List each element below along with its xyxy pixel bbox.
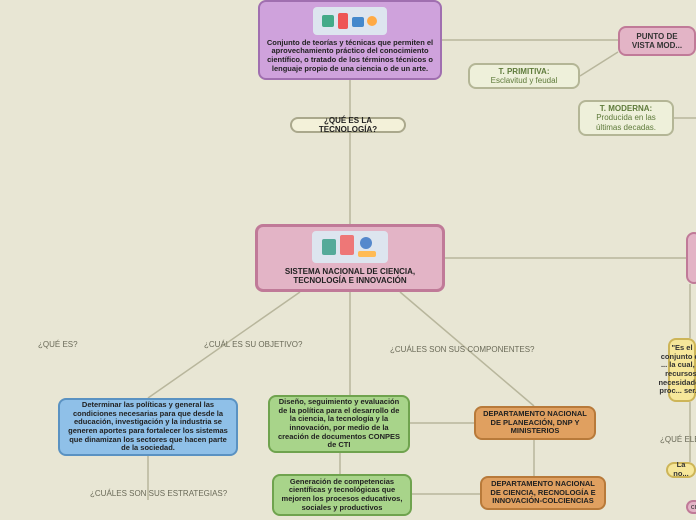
edge-label-estrategias: ¿CUÁLES SON SUS ESTRATEGIAS? [90, 489, 227, 498]
node-que-es-tecnologia[interactable]: ¿QUÉ ES LA TECNOLOGÍA? [290, 117, 406, 133]
node-objetivo-1[interactable]: Diseño, seguimiento y evaluación de la p… [268, 395, 410, 453]
node-departamento-ciencia[interactable]: DEPARTAMENTO NACIONAL DE CIENCIA, RECNOL… [480, 476, 606, 510]
edge-label-objetivo: ¿CUÁL ES SU OBJETIVO? [204, 340, 302, 349]
node-right-yellow-quote[interactable]: "Es el conjunto de ... la cual, ... recu… [668, 338, 696, 402]
node-right-partial[interactable] [686, 232, 696, 284]
illustration-tecnologia [313, 7, 387, 35]
node-tecnologia-definition[interactable]: Conjunto de teorías y técnicas que permi… [258, 0, 442, 80]
node-punto-de-vista[interactable]: PUNTO DE VISTA MOD... [618, 26, 696, 56]
node-text: PUNTO DE VISTA MOD... [626, 32, 688, 50]
node-text: ¿QUÉ ES LA TECNOLOGÍA? [298, 116, 398, 134]
node-cr-partial[interactable]: cr [686, 500, 696, 514]
node-line-a: T. PRIMITIVA: [499, 67, 550, 76]
node-text: SISTEMA NACIONAL DE CIENCIA, TECNOLOGÍA … [264, 267, 436, 285]
node-t-primitiva[interactable]: T. PRIMITIVA: Esclavitud y feudal [468, 63, 580, 89]
node-t-moderna[interactable]: T. MODERNA: Producida en las últimas dec… [578, 100, 674, 136]
node-line-b: Esclavitud y feudal [491, 76, 558, 85]
node-text: DEPARTAMENTO NACIONAL DE PLANEACIÓN, DNP… [482, 410, 588, 436]
node-departamento-planeacion[interactable]: DEPARTAMENTO NACIONAL DE PLANEACIÓN, DNP… [474, 406, 596, 440]
node-text: DEPARTAMENTO NACIONAL DE CIENCIA, RECNOL… [488, 480, 598, 506]
node-text: La no... [673, 461, 688, 478]
illustration-central [312, 231, 388, 263]
node-central-sistema[interactable]: SISTEMA NACIONAL DE CIENCIA, TECNOLOGÍA … [255, 224, 445, 292]
edge-label-componentes: ¿CUÁLES SON SUS COMPONENTES? [390, 345, 534, 354]
edge-label-que-ele: ¿QUÉ ELE... [660, 435, 696, 444]
node-text: cr [691, 503, 696, 512]
node-line-a: T. MODERNA: [600, 104, 652, 113]
node-text: Conjunto de teorías y técnicas que permi… [266, 39, 434, 74]
node-text: Determinar las políticas y general las c… [66, 401, 230, 453]
node-objetivo-2[interactable]: Generación de competencias científicas y… [272, 474, 412, 516]
node-text: Diseño, seguimiento y evaluación de la p… [276, 398, 402, 450]
node-text: "Es el conjunto de ... la cual, ... recu… [658, 344, 696, 396]
edge-label-que-es: ¿QUÉ ES? [38, 340, 78, 349]
node-text: Generación de competencias científicas y… [280, 478, 404, 513]
node-la-no-partial[interactable]: La no... [666, 462, 696, 478]
node-line-b: Producida en las últimas decadas. [586, 113, 666, 131]
node-que-es-definition[interactable]: Determinar las políticas y general las c… [58, 398, 238, 456]
